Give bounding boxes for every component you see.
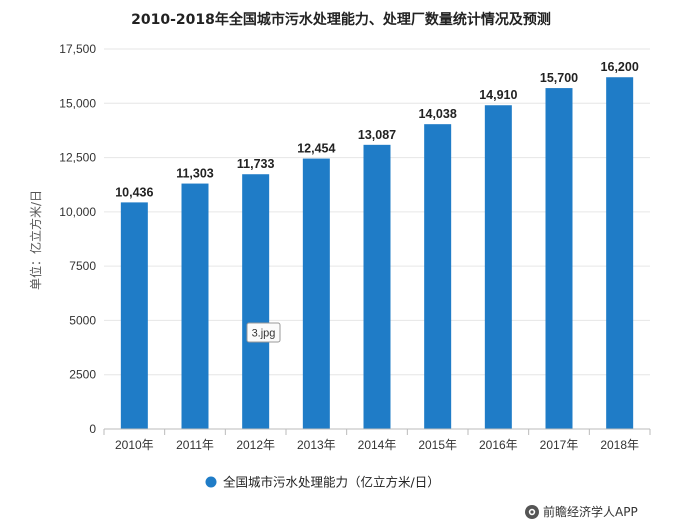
x-tick-label: 2015年: [418, 438, 457, 452]
bar[interactable]: [484, 105, 512, 430]
bar[interactable]: [302, 158, 330, 429]
tooltip-text: 3.jpg: [252, 328, 276, 340]
x-tick-label: 2014年: [358, 438, 397, 452]
bar[interactable]: [242, 174, 270, 429]
y-axis-ticks: 0 2500 5000 7500 10,000 12,500 15,000 17,500: [59, 42, 96, 436]
bar[interactable]: [363, 144, 391, 430]
bar[interactable]: [545, 88, 573, 429]
x-tick-label: 2011年: [176, 438, 214, 452]
image-tooltip: 3.jpg: [246, 322, 281, 343]
bar[interactable]: [120, 202, 148, 429]
chart-title: 2010-2018年全国城市污水处理能力、处理厂数量统计情况及预测: [131, 11, 551, 28]
x-tick-label: 2017年: [540, 438, 579, 452]
data-label: 15,700: [540, 71, 578, 85]
bar[interactable]: [181, 183, 209, 429]
x-tick-label: 2018年: [600, 438, 639, 452]
data-label: 12,454: [297, 142, 335, 156]
x-tick-label: 2013年: [297, 438, 336, 452]
y-tick-label: 5000: [69, 313, 96, 327]
y-tick-label: 15,000: [59, 96, 96, 110]
bar[interactable]: [606, 77, 634, 429]
x-tick-label: 2012年: [236, 438, 275, 452]
y-tick-label: 12,500: [59, 151, 96, 165]
x-tick-label: 2010年: [115, 438, 154, 452]
source-attribution: 前瞻经济学人APP: [525, 504, 638, 519]
data-label: 13,087: [358, 128, 396, 142]
legend[interactable]: 全国城市污水处理能力（亿立方米/日）: [205, 475, 440, 490]
legend-marker: [205, 476, 217, 488]
data-labels: 10,436 11,303 11,733 12,454 13,087 14,038 14,9…: [115, 60, 639, 199]
source-text: 前瞻经济学人APP: [543, 504, 638, 519]
data-label: 11,733: [237, 157, 275, 171]
y-tick-label: 17,500: [59, 42, 96, 56]
data-label: 16,200: [601, 60, 639, 74]
legend-label: 全国城市污水处理能力（亿立方米/日）: [223, 475, 440, 490]
x-tick-label: 2016年: [479, 438, 518, 452]
bars: [120, 77, 634, 430]
bar[interactable]: [424, 124, 452, 429]
data-label: 14,910: [479, 88, 517, 102]
y-tick-label: 2500: [69, 368, 96, 382]
data-label: 11,303: [176, 167, 214, 181]
data-label: 14,038: [419, 107, 457, 121]
camera-icon: [525, 505, 539, 519]
x-axis-ticks: 2010年 2011年 2012年 2013年 2014年 2015年 2016年 2017年…: [103, 429, 651, 452]
data-label: 10,436: [115, 185, 153, 199]
y-tick-label: 7500: [69, 259, 96, 273]
y-axis-label: 单位：亿立方米/日: [28, 190, 43, 290]
y-tick-label: 10,000: [59, 205, 96, 219]
y-tick-label: 0: [89, 422, 96, 436]
